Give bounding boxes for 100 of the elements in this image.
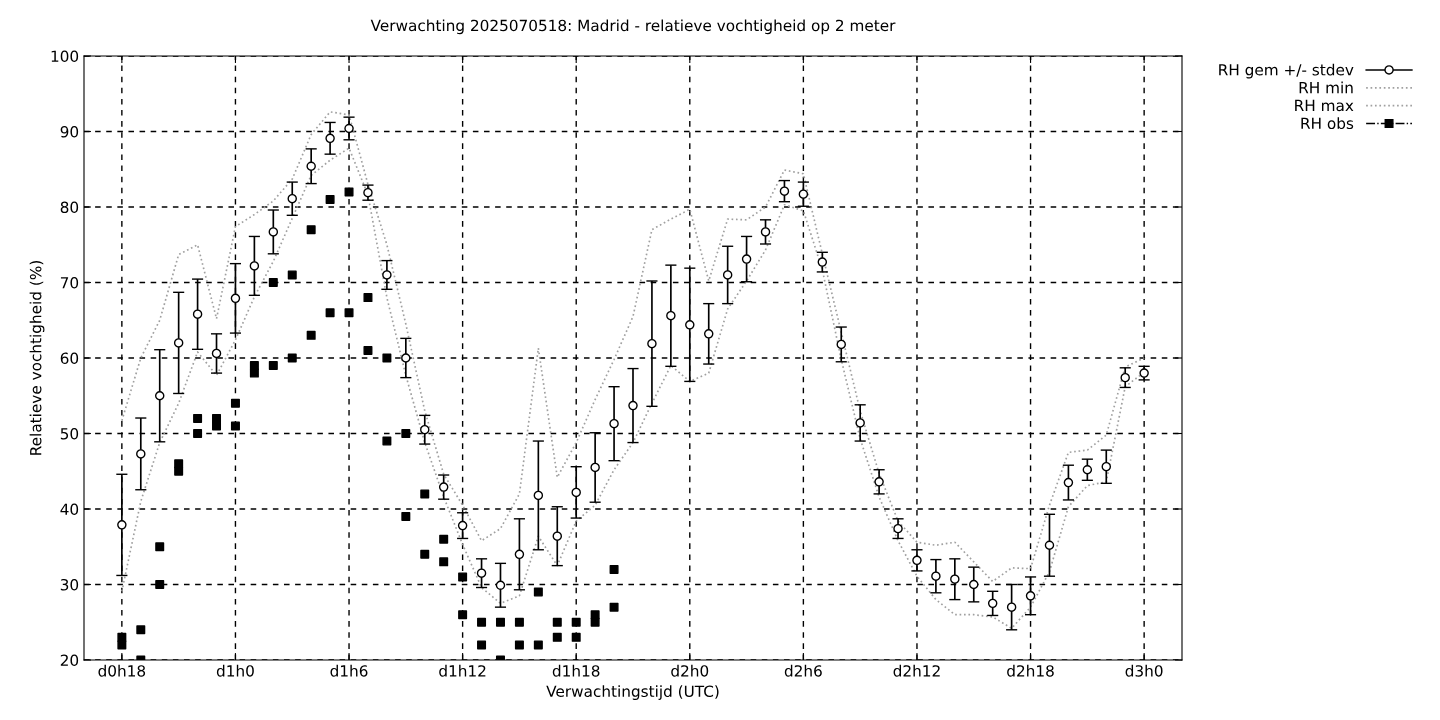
y-tick-label: 70 xyxy=(60,276,79,289)
y-axis-title: Relatieve vochtigheid (%) xyxy=(29,261,45,455)
point xyxy=(1006,602,1017,612)
point xyxy=(173,338,184,348)
legend-label: RH max xyxy=(1295,99,1354,112)
point xyxy=(382,353,392,363)
point xyxy=(533,490,544,501)
point xyxy=(268,361,278,371)
point xyxy=(306,161,316,171)
point xyxy=(514,617,524,627)
point xyxy=(287,353,297,363)
point xyxy=(1044,540,1055,550)
y-tick-label: 100 xyxy=(51,50,79,63)
x-tick-label: d1h12 xyxy=(439,664,486,677)
point xyxy=(931,571,941,581)
legend-label: RH gem +/- stdev xyxy=(1219,63,1354,79)
point xyxy=(628,400,638,411)
point xyxy=(382,270,392,280)
y-tick-label: 90 xyxy=(60,125,79,138)
point xyxy=(571,632,581,642)
point xyxy=(230,398,240,408)
point xyxy=(1101,461,1112,472)
point xyxy=(666,310,676,321)
legend-label: RH min xyxy=(1299,81,1353,94)
y-tick-label: 60 xyxy=(60,352,79,365)
x-tick-label: d0h18 xyxy=(98,664,146,677)
point xyxy=(268,278,278,287)
point xyxy=(249,368,259,378)
point xyxy=(495,580,506,590)
point xyxy=(836,339,846,350)
x-tick-label: d2h12 xyxy=(893,664,940,677)
point xyxy=(344,308,354,318)
point xyxy=(155,542,165,552)
point xyxy=(779,186,790,196)
point xyxy=(344,187,354,197)
point xyxy=(741,254,752,264)
point xyxy=(249,361,259,371)
point xyxy=(458,610,468,620)
point xyxy=(363,345,373,355)
point xyxy=(154,391,165,401)
legend-label: RH obs xyxy=(1301,117,1354,130)
x-tick-label: d2h18 xyxy=(1007,664,1054,677)
point xyxy=(912,555,922,566)
point xyxy=(192,309,203,319)
line-series xyxy=(121,111,1145,583)
point xyxy=(420,549,430,559)
point xyxy=(193,429,203,438)
point xyxy=(703,329,714,339)
point xyxy=(230,293,241,304)
point xyxy=(439,534,449,544)
point xyxy=(1120,372,1130,383)
point xyxy=(287,193,297,204)
point xyxy=(420,489,430,499)
point xyxy=(211,348,222,359)
point xyxy=(609,418,619,429)
point xyxy=(136,625,146,635)
point xyxy=(212,421,222,431)
point xyxy=(155,580,165,589)
point xyxy=(1025,591,1036,601)
point xyxy=(969,579,979,590)
point xyxy=(950,574,960,584)
point xyxy=(722,270,733,280)
y-tick-label: 30 xyxy=(60,578,79,591)
point xyxy=(874,477,884,487)
point xyxy=(117,640,127,650)
point xyxy=(382,436,392,446)
point xyxy=(457,520,468,531)
point xyxy=(306,330,316,340)
point xyxy=(174,466,184,476)
y-tick-label: 40 xyxy=(60,503,79,516)
x-tick-label: d1h0 xyxy=(216,664,254,677)
point xyxy=(439,557,449,567)
point xyxy=(685,320,695,330)
point xyxy=(363,293,373,303)
point xyxy=(306,225,316,235)
point xyxy=(477,640,487,650)
point xyxy=(514,640,524,650)
point xyxy=(136,449,146,459)
y-tick-label: 20 xyxy=(60,654,79,667)
point xyxy=(798,189,809,199)
point xyxy=(609,602,619,612)
point xyxy=(401,353,411,363)
point xyxy=(495,617,505,627)
point xyxy=(477,617,487,627)
point xyxy=(249,261,260,271)
point xyxy=(647,338,657,349)
point xyxy=(533,640,543,650)
x-tick-label: d1h6 xyxy=(330,664,368,677)
point xyxy=(230,421,240,431)
point xyxy=(325,194,335,204)
point xyxy=(1063,477,1074,488)
point xyxy=(438,482,449,492)
point xyxy=(590,462,600,473)
point xyxy=(325,133,335,144)
point xyxy=(552,531,563,541)
point xyxy=(117,520,127,530)
point xyxy=(514,549,525,560)
y-tick-label: 50 xyxy=(60,427,79,440)
point xyxy=(571,487,581,498)
point xyxy=(987,598,998,609)
